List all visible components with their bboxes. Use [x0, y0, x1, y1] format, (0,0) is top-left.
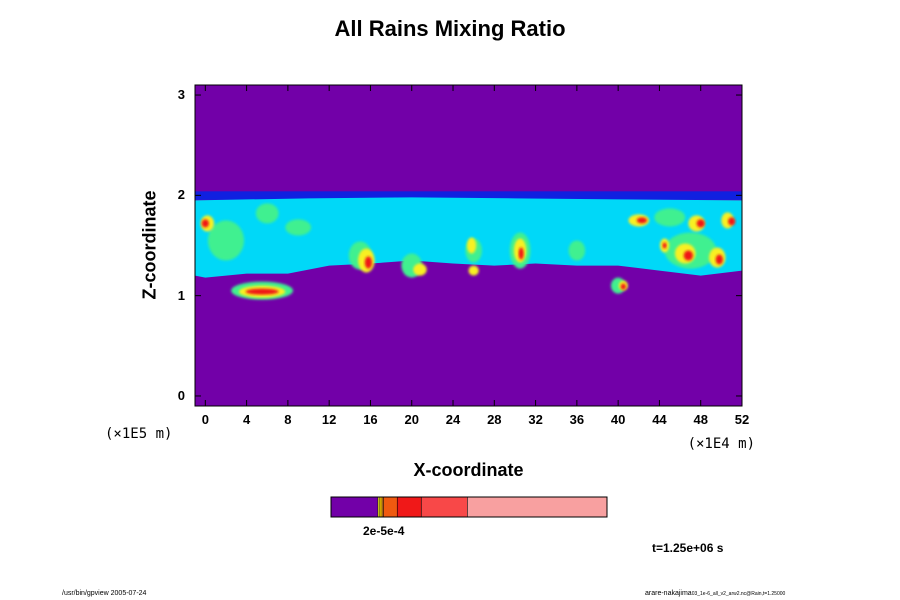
x-tick-label-48: 48 — [693, 412, 708, 427]
contour-region-yellow-20 — [413, 263, 427, 276]
footer-right-main: arare-nakajima — [645, 590, 692, 597]
x-tick-label-28: 28 — [487, 412, 502, 427]
x-tick-label-4: 4 — [242, 412, 251, 427]
x-tick-label-12: 12 — [321, 412, 337, 427]
contour-region-yellow-38 — [468, 265, 479, 276]
colorbar-segment-7 — [467, 497, 607, 517]
colorbar-segment-0 — [331, 497, 378, 517]
contour-region-red-19 — [364, 256, 373, 269]
x-tick-label-20: 20 — [404, 412, 419, 427]
x-tick-label-16: 16 — [363, 412, 378, 427]
contour-region-red-23 — [518, 247, 524, 260]
contour-region-red-31 — [728, 217, 736, 226]
colorbar-segment-5 — [397, 497, 422, 517]
contour-region-red-17 — [201, 219, 209, 228]
x-tick-label-36: 36 — [569, 412, 585, 427]
contour-region-red-35 — [715, 254, 723, 265]
colorbar-frame — [330, 496, 608, 518]
x-tick-label-32: 32 — [528, 412, 543, 427]
contour-region-cyan-1 — [195, 197, 742, 278]
y-tick-label-1: 1 — [177, 287, 185, 303]
plot-frame — [194, 84, 743, 407]
contour-region-green-4 — [285, 219, 312, 236]
y-tick-label-3: 3 — [177, 87, 185, 103]
colorbar-segment-4 — [383, 497, 398, 517]
footer-left: /usr/bin/gpview 2005-07-24 — [62, 590, 147, 597]
contour-region-red-33 — [683, 250, 693, 261]
contour-region-green-11 — [568, 240, 586, 261]
y-axis-label: Z-coordinate — [139, 190, 160, 300]
x-tick-label-24: 24 — [445, 412, 461, 427]
y-axis-unit: (×1E5 m) — [105, 426, 173, 442]
x-tick-label-8: 8 — [284, 412, 292, 427]
y-tick-label-2: 2 — [177, 187, 185, 203]
x-tick-label-44: 44 — [652, 412, 667, 427]
colorbar-segment-6 — [421, 497, 468, 517]
time-stamp: t=1.25e+06 s — [652, 541, 724, 555]
contour-region-red-29 — [696, 219, 705, 228]
colorbar-segment-3 — [382, 497, 384, 517]
contour-region-red-15 — [245, 288, 279, 295]
contour-region-green-5 — [654, 208, 686, 227]
contour-region-dark_blue-0 — [195, 191, 742, 200]
x-tick-label-40: 40 — [610, 412, 626, 427]
colorbar-segment-1 — [377, 497, 380, 517]
contour-region-red-37 — [662, 242, 667, 249]
x-axis-label: X-coordinate — [413, 460, 524, 480]
contour-region-red-27 — [636, 217, 648, 224]
colorbar-segment-2 — [379, 497, 383, 517]
footer-right: arare-nakajima03_1e-6_all_v2_arw2.nc@Rai… — [645, 590, 785, 597]
contour-region-yellow-21 — [466, 237, 477, 254]
x-tick-label-0: 0 — [201, 412, 209, 427]
colorbar-tick-label: 2e-5e-4 — [363, 524, 405, 538]
y-tick-label-0: 0 — [177, 387, 185, 403]
contour-region-red-25 — [620, 283, 626, 290]
chart-title: All Rains Mixing Ratio — [334, 16, 566, 41]
footer-right-sub: 03_1e-6_all_v2_arw2.nc@Rain,t=1.25000 — [691, 591, 786, 597]
contour-region-green-2 — [207, 220, 245, 261]
x-axis-unit: (×1E4 m) — [687, 436, 755, 452]
contour-region-green-3 — [255, 203, 279, 224]
x-tick-label-52: 52 — [734, 412, 750, 427]
